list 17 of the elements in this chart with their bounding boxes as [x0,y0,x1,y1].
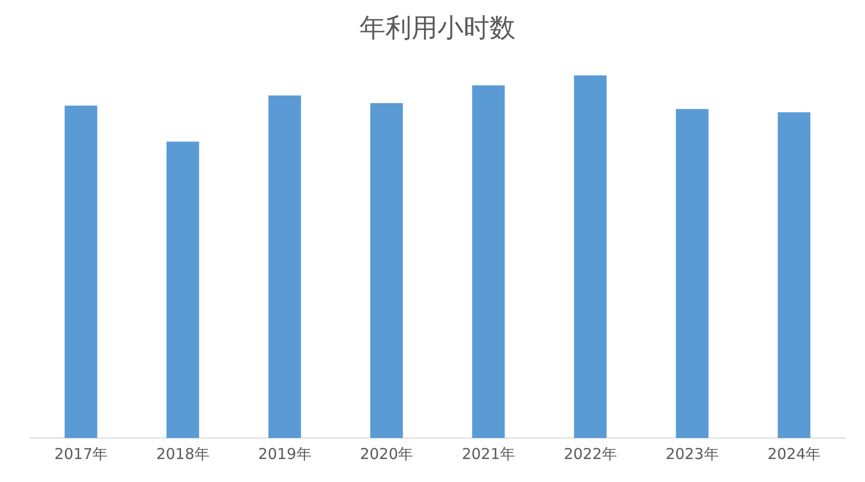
x-tick-label: 2018年 [156,444,210,463]
x-tick-label: 2022年 [564,444,617,463]
x-tick-label: 2023年 [666,444,719,463]
bar [676,108,708,438]
x-tick-label: 2021年 [462,444,516,463]
bar [778,112,810,438]
bar [574,75,607,438]
bar [370,103,403,438]
bar [472,85,505,438]
x-tick-label: 2019年 [258,444,312,463]
bar [166,142,200,438]
x-tick-label: 2020年 [360,444,414,463]
chart-title: 年利用小时数 [360,13,516,44]
x-tick-label: 2024年 [767,444,821,463]
x-tick-label: 2017年 [54,444,108,463]
bar [64,106,98,438]
bar [268,96,301,438]
